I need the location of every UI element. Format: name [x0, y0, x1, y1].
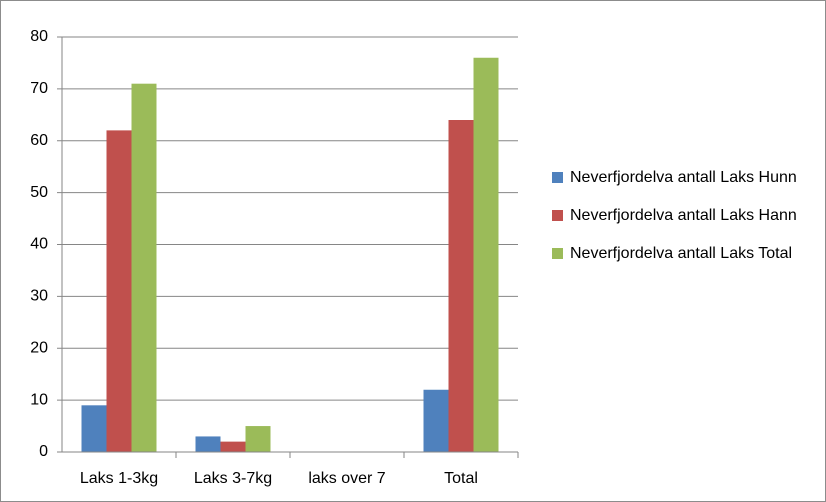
bar	[131, 83, 157, 452]
y-tick-label: 60	[30, 132, 48, 149]
y-tick-label: 30	[30, 288, 48, 305]
bar	[106, 130, 132, 452]
y-tick-label: 10	[30, 391, 48, 408]
bar	[423, 389, 449, 452]
x-tick-label: Laks 3-7kg	[194, 470, 272, 487]
legend-entry: Neverfjordelva antall Laks Hann	[552, 204, 814, 228]
y-tick-label: 70	[30, 80, 48, 97]
bar	[81, 405, 107, 452]
y-tick-label: 20	[30, 339, 48, 356]
x-tick-label: Total	[444, 470, 478, 487]
bar	[195, 436, 221, 452]
bar	[220, 441, 246, 452]
bar	[245, 426, 271, 452]
legend-entry: Neverfjordelva antall Laks Total	[552, 242, 814, 266]
y-tick-label: 0	[39, 443, 48, 460]
x-tick-label: Laks 1-3kg	[80, 470, 158, 487]
x-tick-label: laks over 7	[308, 470, 385, 487]
bar	[448, 120, 474, 452]
legend-key	[552, 172, 563, 183]
legend-label: Neverfjordelva antall Laks Total	[570, 245, 793, 262]
legend-entry: Neverfjordelva antall Laks Hunn	[552, 166, 814, 190]
y-tick-label: 40	[30, 236, 48, 253]
y-tick-label: 80	[30, 28, 48, 45]
legend-label: Neverfjordelva antall Laks Hann	[570, 207, 797, 224]
legend-key	[552, 248, 563, 259]
legend: Neverfjordelva antall Laks Hunn Neverfjor…	[552, 166, 814, 280]
legend-key	[552, 210, 563, 221]
y-tick-label: 50	[30, 184, 48, 201]
legend-label: Neverfjordelva antall Laks Hunn	[570, 169, 797, 186]
bar	[473, 57, 499, 452]
